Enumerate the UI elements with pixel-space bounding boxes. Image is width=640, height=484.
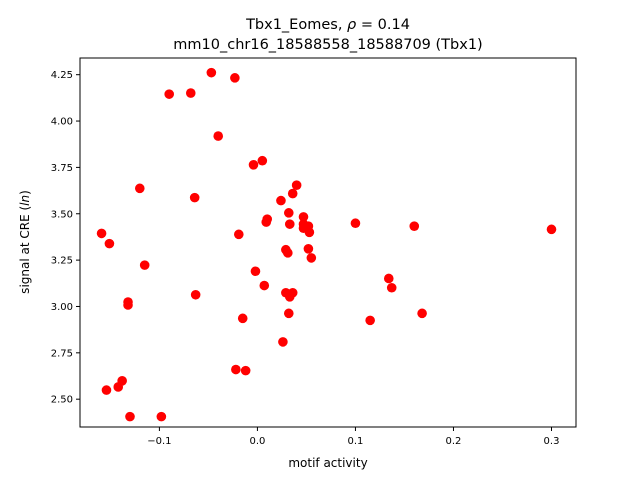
data-point bbox=[125, 411, 135, 422]
data-point bbox=[104, 238, 115, 249]
data-point bbox=[259, 280, 270, 291]
data-point bbox=[283, 308, 294, 319]
data-point bbox=[250, 266, 261, 277]
data-point bbox=[383, 273, 394, 284]
data-point bbox=[213, 131, 224, 141]
data-point bbox=[283, 208, 294, 218]
y-tick-label: 4.00 bbox=[51, 117, 73, 128]
data-point bbox=[365, 315, 375, 326]
data-point bbox=[278, 337, 288, 347]
data-point bbox=[298, 212, 309, 222]
data-point bbox=[230, 73, 240, 83]
data-point bbox=[546, 224, 557, 235]
x-tick-label: 0.3 bbox=[544, 436, 560, 447]
data-point bbox=[237, 313, 248, 324]
y-tick-label: 2.50 bbox=[51, 395, 73, 406]
data-point bbox=[284, 219, 295, 229]
chart-title-line1: Tbx1_Eomes, ρ = 0.14 bbox=[245, 17, 410, 33]
chart-title-line2: mm10_chr16_18588558_18588709 (Tbx1) bbox=[173, 37, 482, 53]
data-point bbox=[101, 385, 112, 395]
x-tick-label: 0.0 bbox=[249, 436, 265, 447]
data-point bbox=[304, 227, 315, 238]
data-point bbox=[139, 260, 150, 270]
data-point bbox=[257, 155, 268, 166]
data-point bbox=[262, 214, 273, 224]
y-tick-label: 3.25 bbox=[51, 256, 73, 267]
data-point bbox=[117, 376, 127, 386]
data-point bbox=[231, 364, 241, 375]
y-tick-label: 2.75 bbox=[51, 348, 73, 359]
data-point bbox=[190, 289, 201, 300]
data-point bbox=[123, 297, 133, 307]
data-point bbox=[350, 218, 361, 229]
plot-area: −0.1 0.0 0.1 0.2 0.3 2.50 2.75 3.00 3.25 3.50 3.75… bbox=[51, 67, 560, 447]
data-point bbox=[287, 188, 298, 199]
data-point bbox=[185, 88, 196, 98]
data-point bbox=[248, 160, 259, 170]
data-point bbox=[206, 67, 217, 78]
data-point bbox=[306, 253, 317, 263]
data-point bbox=[240, 365, 251, 376]
y-tick-label: 4.25 bbox=[51, 70, 73, 81]
y-axis-label: signal at CRE (ln) bbox=[18, 190, 32, 294]
data-point bbox=[134, 183, 145, 194]
axes-frame bbox=[79, 57, 577, 428]
data-point bbox=[386, 282, 397, 293]
data-point bbox=[156, 411, 167, 422]
data-point bbox=[276, 195, 286, 206]
x-tick-label: 0.2 bbox=[446, 436, 462, 447]
data-point bbox=[164, 89, 175, 99]
y-tick-label: 3.50 bbox=[51, 209, 73, 220]
data-point bbox=[303, 244, 314, 254]
data-point bbox=[409, 221, 420, 231]
x-tick-label: 0.1 bbox=[347, 436, 363, 447]
data-point bbox=[417, 308, 427, 319]
data-point bbox=[287, 287, 298, 298]
data-point bbox=[189, 192, 200, 203]
x-tick-label: −0.1 bbox=[147, 436, 171, 447]
y-tick-label: 3.00 bbox=[51, 302, 73, 313]
data-point bbox=[233, 229, 244, 240]
data-point bbox=[96, 228, 107, 239]
data-point bbox=[291, 180, 302, 191]
data-point bbox=[283, 248, 293, 258]
y-tick-label: 3.75 bbox=[51, 163, 73, 174]
x-axis-label: motif activity bbox=[288, 456, 367, 470]
